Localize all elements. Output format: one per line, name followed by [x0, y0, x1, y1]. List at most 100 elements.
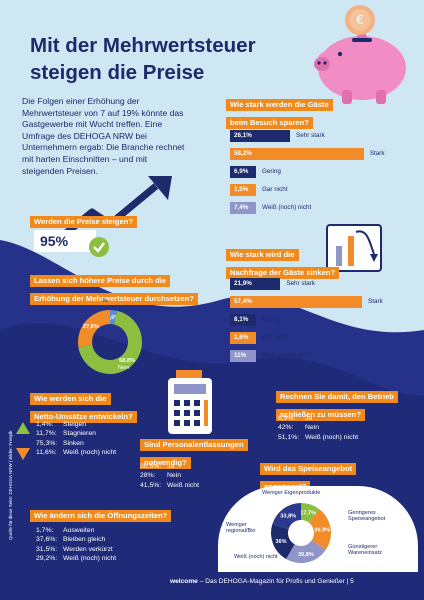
bar-value: 7,4% [234, 204, 249, 211]
donut-value-label: 39,9% [314, 528, 330, 534]
question-nachfrage-title-2: Nachfrage der Gäste sinken? [226, 267, 340, 279]
list-item: 28%: Nein [140, 472, 181, 480]
page-title-line-2: steigen die Preise [30, 61, 205, 84]
durchsetzen-label-weiss: Weiß noch nicht [27, 325, 68, 331]
bar: 57,4% [230, 296, 363, 308]
intro-text: Die Folgen einer Erhöhung der Mehrwertst… [22, 96, 185, 176]
question-personal-title-2: notwendig? [140, 457, 191, 469]
donut-value-label: 39,8% [298, 552, 314, 558]
bar: 26,1% [230, 130, 291, 142]
speise-label-geringer: Geringeres Speiseangebot [348, 510, 386, 522]
question-durchsetzen: Lassen sich höhere Preise durch die Erhö… [30, 270, 198, 306]
donut-slice [309, 509, 331, 550]
durchsetzen-label-nein: Nein [118, 365, 130, 371]
donut-value-label: 27,6% [83, 324, 99, 330]
list-item: 75,3%: Sinken [36, 439, 84, 447]
question-umsaetze: Wie werden sich die Netto-Umsätze entwic… [30, 388, 137, 424]
list-item: 31,5%: Werden verkürzt [36, 545, 113, 553]
bar-value: 6,9% [234, 168, 249, 175]
speise-label-weiss: Weiß (noch) nicht [234, 554, 278, 560]
donut-value-label: 33,8% [280, 514, 296, 520]
bar-label: Weiß (noch) nicht [262, 204, 312, 211]
donut-value-label: 68,8% [119, 358, 135, 364]
bar: 1,6% [230, 332, 256, 344]
list-item: 29,2%: Weiß (noch) nicht [36, 555, 117, 563]
bar: 8,1% [230, 314, 256, 326]
bar-row: 7,4% Weiß (noch) nicht [230, 202, 420, 214]
question-oeffnung-title: Wie ändern sich die Öffnungszeiten? [30, 510, 172, 522]
bar-label: Gar nicht [262, 186, 288, 193]
speise-label-regional: Weniger regional/Bio [226, 522, 256, 534]
bar-label: Sehr stark [286, 280, 316, 287]
sparen-bar-chart: 26,1% Sehr stark 58,2% Stark 6,9% Gering 1,5% G… [230, 130, 420, 220]
bar-row: 11% Weiß (noch) nicht [230, 350, 420, 362]
list-item: 42%: Nein [278, 424, 319, 432]
question-schliessen-title-1: Rechnen Sie damit, den Betrieb [276, 391, 398, 403]
question-sparen-title-2: beim Besuch sparen? [226, 117, 313, 129]
donut-value-label: 17,7% [300, 511, 316, 517]
question-durchsetzen-title-1: Lassen sich höhere Preise durch die [30, 275, 171, 287]
question-personal: Sind Personalentlassungen notwendig? [140, 434, 248, 470]
nachfrage-bar-chart: 21,9% Sehr stark 57,4% Stark 8,1% Gering 1,6% G… [230, 278, 420, 370]
page-title-line-1: Mit der Mehrwertsteuer [30, 34, 256, 57]
question-nachfrage-title-1: Wie stark wird die [226, 249, 299, 261]
source-note: Quelle für diese Seite: DEHOGA NRW | Bil… [8, 430, 13, 540]
bar-value: 11% [234, 352, 247, 359]
list-item: 51,1%: Weiß (noch) nicht [278, 433, 359, 441]
bar-label: Stark [368, 298, 383, 305]
bar: 21,9% [230, 278, 281, 290]
bar: 7,4% [230, 202, 256, 214]
question-sparen-title-1: Wie stark werden die Gäste [226, 99, 333, 111]
footer-brand: welcome [170, 578, 198, 585]
question-durchsetzen-title-2: Erhöhung der Mehrwertsteuer durchsetzen? [30, 293, 198, 305]
oeffnung-list: 1,7%: Ausweiten 37,6%: Bleiben gleich 31,5… [36, 526, 116, 564]
question-speise-title-1: Wird das Speiseangebot [260, 463, 357, 475]
question-umsaetze-title-1: Wie werden sich die [30, 393, 111, 405]
bar-value: 1,5% [234, 186, 249, 193]
list-item: 37,6%: Bleiben gleich [36, 536, 106, 544]
bar-value: 8,1% [234, 316, 249, 323]
donut-value-label: 3,6% [106, 315, 119, 321]
question-nachfrage: Wie stark wird die Nachfrage der Gäste s… [226, 244, 340, 280]
bar-row: 6,9% Gering [230, 166, 420, 178]
page-footer: welcome – Das DEHOGA-Magazin für Profis … [170, 578, 354, 585]
donut-value-label: 36% [275, 539, 286, 545]
durchsetzen-label-ja: Ja [102, 298, 108, 304]
bar-label: Gering [262, 316, 281, 323]
bar-row: 21,9% Sehr stark [230, 278, 420, 290]
bar-label: Gering [262, 168, 281, 175]
question-sparen: Wie stark werden die Gäste beim Besuch s… [226, 94, 333, 130]
umsaetze-list: 1,4%: Steigen 11,7%: Stagnieren 75,3%: Sink… [36, 420, 116, 458]
question-schliessen: Rechnen Sie damit, den Betrieb schließen… [276, 386, 398, 422]
bar: 1,5% [230, 184, 256, 196]
donut-slice [286, 540, 326, 563]
speise-label-eigen: Weniger Eigenprodukte [262, 490, 321, 496]
question-personal-title-1: Sind Personalentlassungen [140, 439, 248, 451]
trend-up-down-icon [16, 422, 30, 460]
bar-row: 8,1% Gering [230, 314, 420, 326]
calculator-icon [168, 370, 212, 434]
donut-slice [78, 310, 142, 374]
list-item: 1,4%: Steigen [36, 421, 87, 428]
list-item: 11,7%: Stagnieren [36, 430, 96, 438]
bar-value: 58,2% [234, 150, 252, 157]
personal-list: 30,5%: Ja 28%: Nein 41,5%: Weiß nicht [140, 462, 199, 490]
bar-row: 1,6% Gar nicht [230, 332, 420, 344]
declining-chart-icon [326, 224, 382, 272]
donut-slice [272, 503, 301, 530]
question-schliessen-title-2: schließen zu müssen? [276, 409, 366, 421]
donut-slice [78, 310, 110, 348]
bar-label: Stark [369, 150, 385, 157]
list-item: 30,5%: Ja [140, 463, 175, 470]
checkmark-icon [89, 237, 109, 257]
question-umsaetze-title-2: Netto-Umsätze entwickeln? [30, 411, 137, 423]
list-item: 11,6%: Weiß (noch) nicht [36, 449, 117, 457]
schliessen-list: 6,9%: Ja 42%: Nein 51,1%: Weiß (noch) nicht [278, 414, 358, 442]
bar-value: 21,9% [234, 280, 252, 287]
bar-label: Gar nicht [262, 334, 288, 341]
bar-row: 1,5% Gar nicht [230, 184, 420, 196]
piggy-bank-icon: € [314, 5, 406, 104]
bar-value: 57,4% [234, 298, 252, 305]
bar-value: 1,6% [234, 334, 249, 341]
